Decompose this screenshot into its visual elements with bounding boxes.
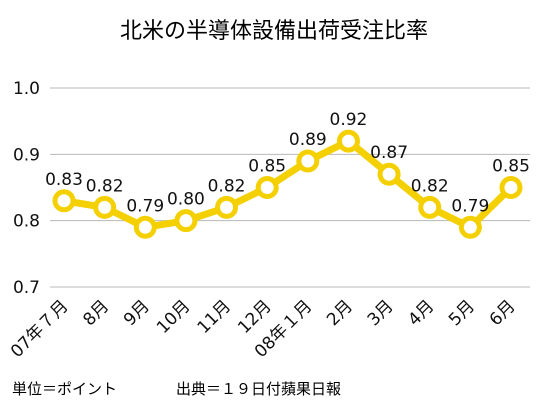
chart-title: 北米の半導体設備出荷受注比率 xyxy=(120,19,428,44)
source-note: 出典＝１９日付蘋果日報 xyxy=(176,380,341,398)
data-point xyxy=(174,209,198,233)
data-point xyxy=(255,176,279,199)
x-tick-label: 8月 xyxy=(79,296,113,330)
data-label: 0.85 xyxy=(248,157,286,177)
unit-note: 単位＝ポイント xyxy=(12,380,117,398)
data-point xyxy=(52,189,76,213)
y-tick-label: 0.8 xyxy=(13,212,40,232)
data-labels: 0.83 0.820.79 0.800.820.850.890.920.870.82… xyxy=(45,110,530,216)
y-tick-label: 1.0 xyxy=(13,79,40,99)
data-point xyxy=(499,176,523,199)
data-label: 0.87 xyxy=(370,143,408,163)
x-tick-label: 5月 xyxy=(445,296,479,330)
data-label: 0.85 xyxy=(492,157,530,177)
data-point xyxy=(418,195,442,219)
x-tick-label: 11月 xyxy=(194,296,235,337)
data-label: 0.82 xyxy=(411,176,449,196)
x-tick-label: 2月 xyxy=(323,296,357,330)
x-tick-label: 07年７月 xyxy=(7,296,73,362)
x-tick-label: 3月 xyxy=(364,296,398,330)
y-tick-label: 0.9 xyxy=(13,145,40,165)
x-tick-label: 6月 xyxy=(486,296,520,330)
data-point xyxy=(336,129,360,153)
data-point xyxy=(377,162,401,186)
data-point xyxy=(215,195,239,219)
y-tick-label: 0.7 xyxy=(13,278,40,298)
data-label: 0.82 xyxy=(86,176,124,196)
data-label: 0.83 xyxy=(45,170,83,190)
data-label: 0.89 xyxy=(289,130,327,150)
x-tick-label: 9月 xyxy=(120,296,154,330)
data-point xyxy=(296,149,320,173)
y-axis: 0.7 0.8 0.9 1.0 xyxy=(13,79,40,298)
data-label: 0.79 xyxy=(126,196,164,216)
data-label: 0.79 xyxy=(451,196,489,216)
data-points xyxy=(52,129,523,239)
x-tick-label: 10月 xyxy=(153,296,194,337)
data-point xyxy=(133,215,157,239)
x-tick-label: 4月 xyxy=(404,296,438,330)
data-label: 0.92 xyxy=(330,110,368,130)
data-point xyxy=(93,195,117,219)
data-point xyxy=(458,215,482,239)
data-label: 0.80 xyxy=(167,190,205,210)
data-label: 0.82 xyxy=(208,176,246,196)
